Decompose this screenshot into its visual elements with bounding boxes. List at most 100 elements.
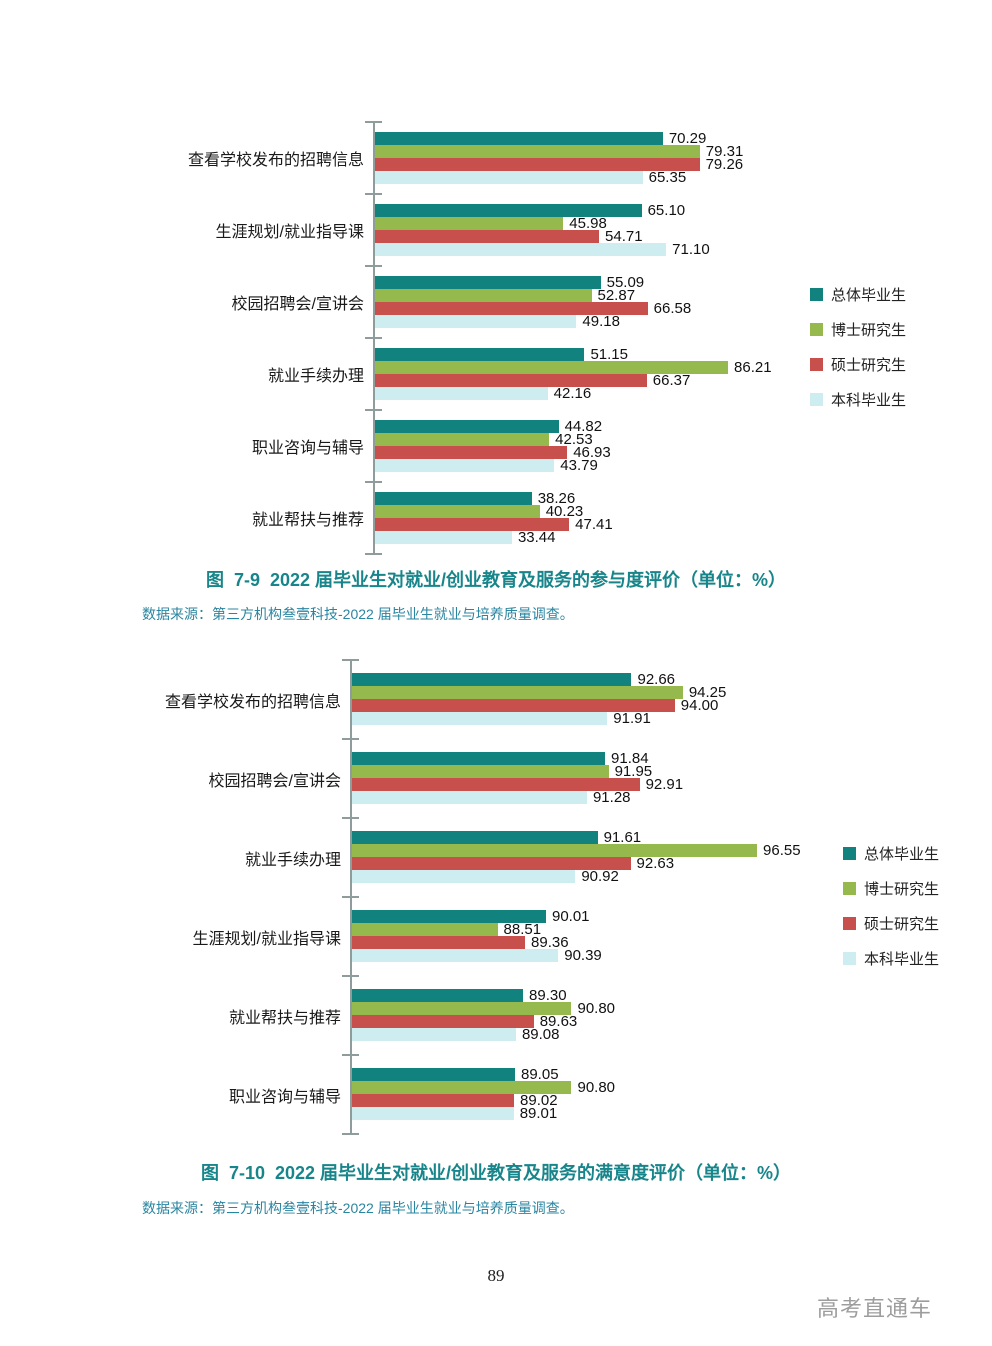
plot-area: 70.29 79.31 79.26 65.35: [365, 121, 805, 194]
bar: [375, 243, 667, 256]
chart-7-9-plot: 查看学校发布的招聘信息 70.29 79.31 79.26 65.35 生涯规划/就业指导…: [145, 121, 805, 555]
value-label: 38.26: [537, 489, 576, 507]
value-label: 70.29: [668, 129, 707, 147]
plot-area: 51.15 86.21 66.37 42.16: [365, 337, 805, 410]
bar-line: 55.09: [375, 275, 805, 290]
bar-group: 38.26 40.23 47.41 33.44: [375, 482, 805, 545]
bar-line: 89.01: [352, 1106, 820, 1121]
bar-group: 91.84 91.95 92.91 91.28: [352, 739, 820, 805]
bar: [375, 374, 647, 387]
bar-line: 91.91: [352, 711, 820, 726]
plot-area: 92.66 94.25 94.00 91.91: [342, 659, 820, 739]
bar: [352, 844, 758, 857]
bar: [375, 145, 700, 158]
bar: [375, 289, 592, 302]
bar: [352, 1068, 515, 1081]
axis-tick: [342, 659, 359, 661]
axis-tick: [365, 481, 382, 483]
chart-row: 就业帮扶与推荐 89.30 90.80 89.63 89.08: [145, 975, 820, 1055]
bar: [375, 217, 564, 230]
bar-line: 40.23: [375, 504, 805, 519]
value-label: 89.08: [521, 1025, 560, 1043]
bar: [352, 712, 608, 725]
bar-group: 92.66 94.25 94.00 91.91: [352, 660, 820, 726]
value-label: 86.21: [734, 358, 772, 376]
bar: [352, 1081, 572, 1094]
plot-area: 44.82 42.53 46.93 43.79: [365, 409, 805, 482]
bar-line: 65.35: [375, 168, 805, 186]
bar-group: 70.29 79.31 79.26 65.35: [375, 122, 805, 186]
bar: [375, 387, 548, 400]
bar: [375, 315, 577, 328]
chart-row: 职业咨询与辅导 89.05 90.80 89.02 89.01: [145, 1054, 820, 1135]
chart-row: 职业咨询与辅导 44.82 42.53 46.93 43.79: [145, 409, 805, 482]
legend-item: 本科毕业生: [810, 389, 906, 410]
bar-group: 51.15 86.21 66.37 42.16: [375, 338, 805, 401]
bar: [352, 936, 526, 949]
bar: [375, 518, 570, 531]
legend-swatch: [843, 952, 856, 965]
bar-line: 89.08: [352, 1025, 820, 1043]
chart-row: 查看学校发布的招聘信息 70.29 79.31 79.26 65.35: [145, 121, 805, 194]
bar-line: 43.79: [375, 456, 805, 474]
legend-label: 硕士研究生: [864, 916, 940, 933]
legend-swatch: [843, 882, 856, 895]
legend-label: 博士研究生: [831, 322, 907, 339]
chart-row: 查看学校发布的招聘信息 92.66 94.25 94.00 91.91: [145, 659, 820, 739]
chart-7-9-caption: 图 7-9 2022 届毕业生对就业/创业教育及服务的参与度评价（单位：%）: [205, 570, 787, 590]
legend-item: 博士研究生: [843, 878, 939, 899]
axis-tick: [365, 337, 382, 339]
value-label: 65.35: [648, 168, 687, 186]
value-label: 90.80: [577, 1078, 616, 1096]
value-label: 94.25: [688, 683, 727, 701]
bar-line: 90.80: [352, 1078, 820, 1096]
legend-label: 总体毕业生: [831, 287, 907, 304]
plot-area: 89.30 90.80 89.63 89.08: [342, 975, 820, 1055]
legend-swatch: [810, 393, 823, 406]
legend-swatch: [810, 358, 823, 371]
bar: [352, 923, 498, 936]
bar: [375, 171, 643, 184]
value-label: 71.10: [672, 240, 710, 258]
value-label: 92.91: [645, 775, 684, 793]
value-label: 51.15: [590, 345, 628, 363]
bar: [375, 276, 601, 289]
bar-line: 66.58: [375, 301, 805, 316]
value-label: 91.95: [614, 762, 653, 780]
plot-area: 65.10 45.98 54.71 71.10: [365, 193, 805, 266]
axis-tick: [365, 553, 382, 555]
bar: [352, 870, 576, 883]
bar-group: 89.05 90.80 89.02 89.01: [352, 1055, 820, 1121]
value-label: 43.79: [560, 456, 598, 474]
bar-line: 94.25: [352, 683, 820, 701]
value-label: 90.92: [581, 867, 619, 885]
legend-item: 总体毕业生: [843, 843, 939, 864]
category-label: 校园招聘会/宣讲会: [231, 296, 364, 313]
bar: [352, 686, 683, 699]
category-label: 查看学校发布的招聘信息: [164, 693, 341, 711]
bar: [375, 446, 568, 459]
bar: [375, 348, 585, 361]
bar: [352, 1002, 572, 1015]
bar-line: 46.93: [375, 445, 805, 460]
bar-line: 86.21: [375, 358, 805, 376]
legend-item: 总体毕业生: [810, 284, 906, 305]
axis-tick: [365, 409, 382, 411]
bar-line: 38.26: [375, 489, 805, 507]
chart-7-9-legend: 总体毕业生 博士研究生 硕士研究生 本科毕业生: [810, 284, 906, 424]
category-label: 生涯规划/就业指导课: [192, 930, 341, 948]
bar-line: 54.71: [375, 229, 805, 244]
bar: [375, 230, 600, 243]
axis-tick: [365, 121, 382, 123]
bar-line: 42.53: [375, 432, 805, 447]
bar: [375, 302, 648, 315]
watermark: 高考直通车: [817, 1296, 933, 1321]
category-label: 查看学校发布的招聘信息: [187, 152, 364, 169]
legend-swatch: [843, 847, 856, 860]
category-label: 就业手续办理: [244, 851, 341, 869]
bar-line: 92.63: [352, 856, 820, 871]
bar: [352, 752, 606, 765]
bar-group: 55.09 52.87 66.58 49.18: [375, 266, 805, 329]
legend-item: 本科毕业生: [843, 948, 939, 969]
